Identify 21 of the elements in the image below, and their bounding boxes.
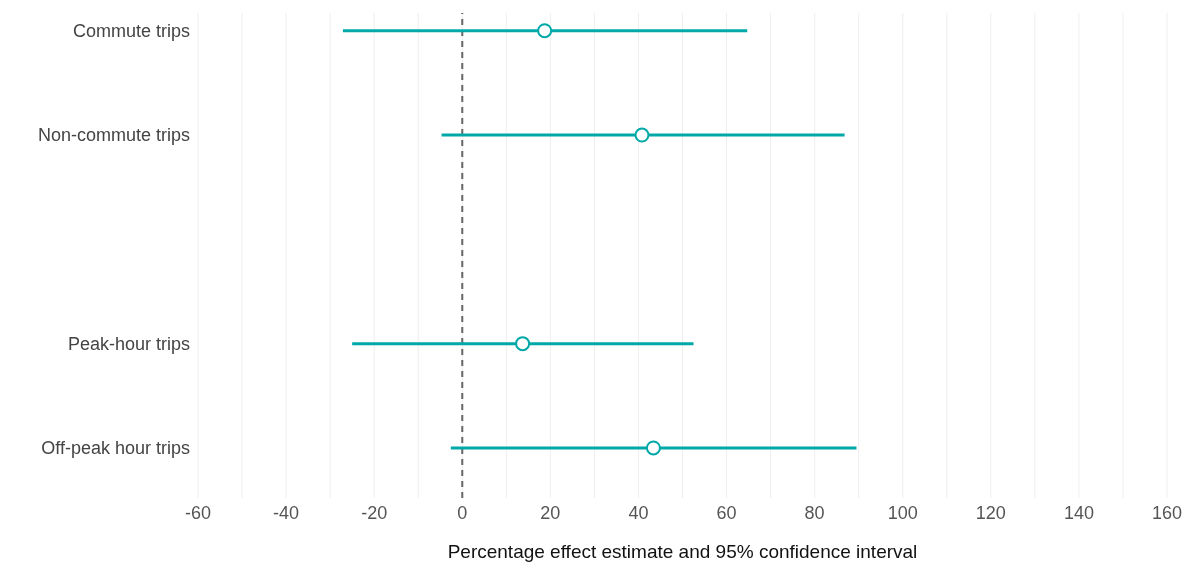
x-tick-label: 40: [628, 502, 649, 523]
x-tick-label: 0: [457, 502, 468, 523]
point: [515, 336, 531, 352]
y-tick-label: Non-commute trips: [37, 125, 190, 146]
x-tick-label: 100: [887, 502, 918, 523]
y-tick-label: Off-peak hour trips: [41, 438, 190, 459]
x-tick-label: 60: [716, 502, 737, 523]
point: [634, 127, 650, 143]
y-tick-label: Peak-hour trips: [67, 334, 190, 355]
x-axis-title: Percentage effect estimate and 95% confidence interval: [447, 541, 918, 562]
x-tick-label: 140: [1063, 502, 1094, 523]
x-tick-label: -40: [273, 502, 300, 523]
x-tick-label: -60: [184, 502, 212, 523]
y-tick-label: Commute trips: [72, 21, 190, 42]
x-tick-label: -20: [361, 502, 388, 523]
x-tick-label: 160: [1151, 502, 1183, 523]
x-tick-label: 80: [804, 502, 825, 523]
point: [537, 23, 553, 39]
x-tick-label: 120: [975, 502, 1006, 523]
x-tick-label: 20: [540, 502, 561, 523]
point: [645, 440, 661, 456]
